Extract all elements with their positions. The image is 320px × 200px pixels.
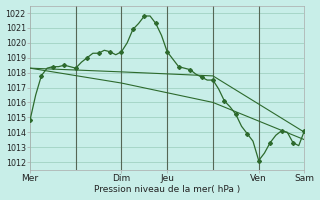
X-axis label: Pression niveau de la mer( hPa ): Pression niveau de la mer( hPa ) (94, 185, 240, 194)
